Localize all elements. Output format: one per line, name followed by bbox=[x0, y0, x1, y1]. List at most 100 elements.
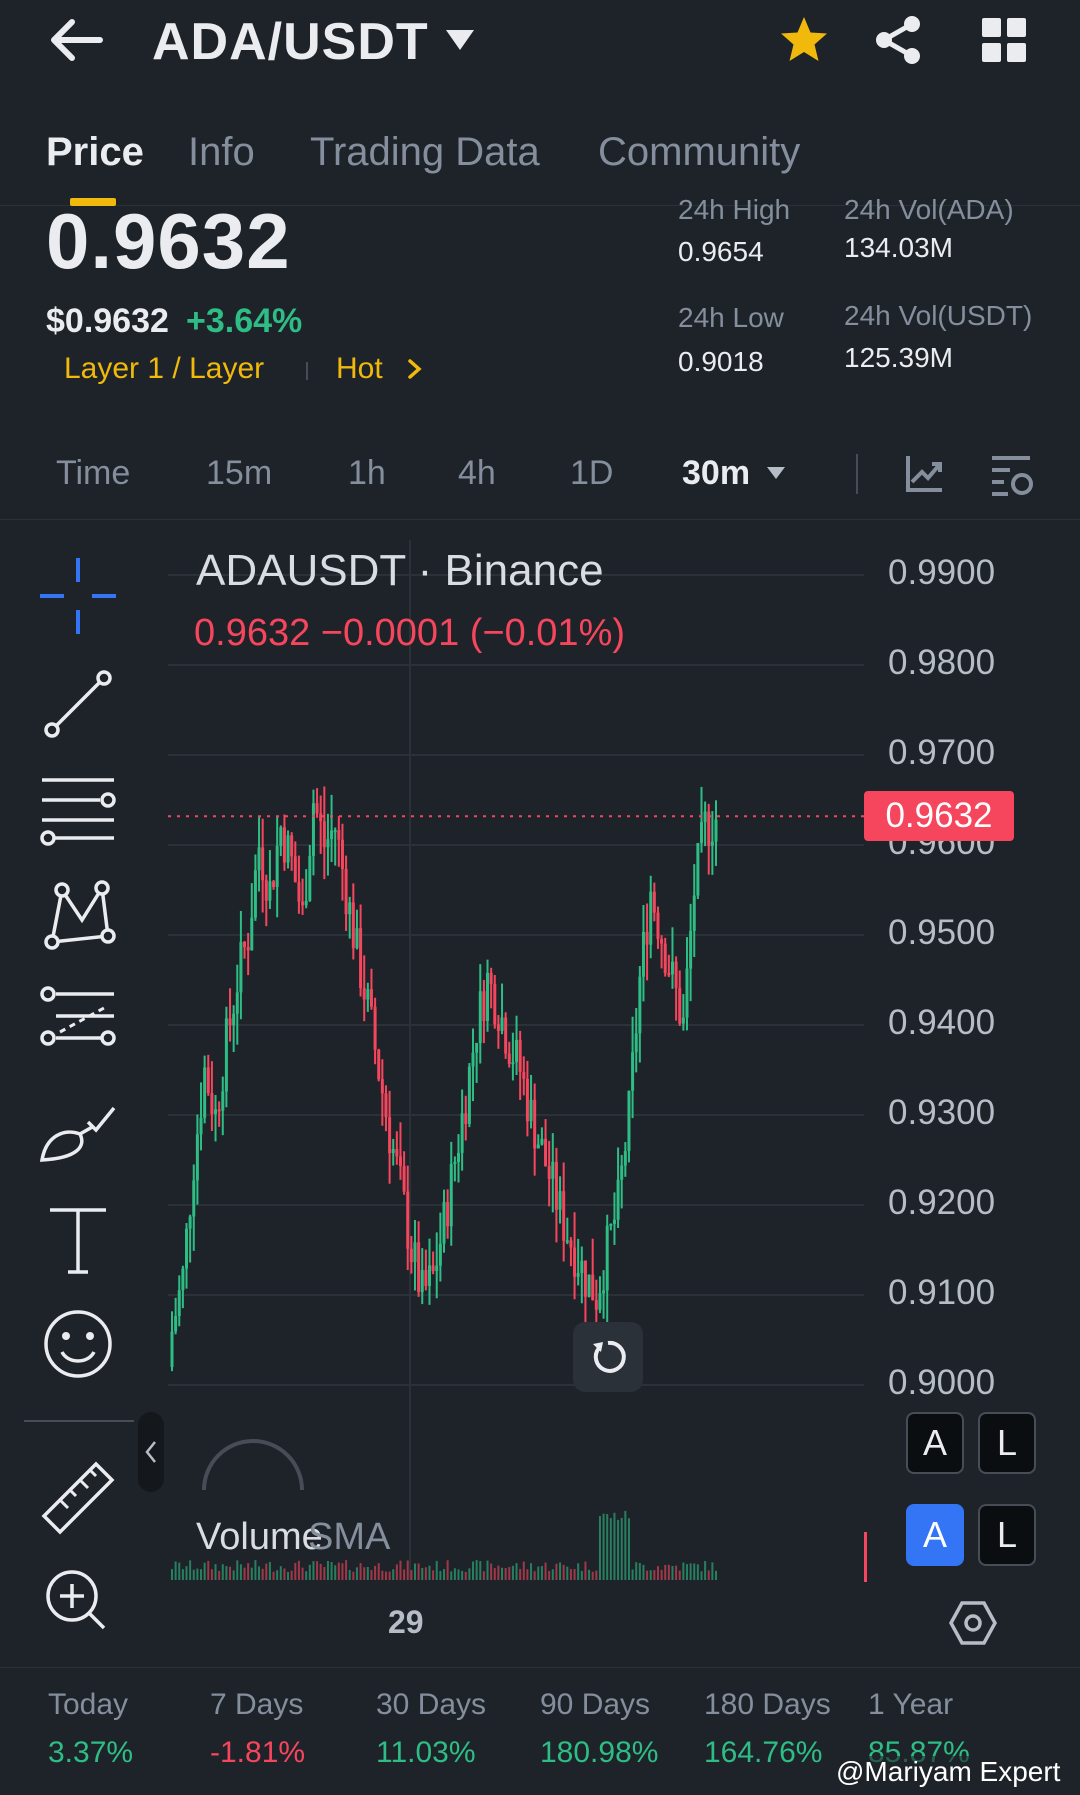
volume-bar bbox=[377, 1563, 380, 1580]
volume-bar bbox=[656, 1566, 659, 1580]
volume-bar bbox=[678, 1570, 681, 1580]
chart-reset-button[interactable] bbox=[573, 1322, 643, 1392]
emoji-icon[interactable] bbox=[38, 1304, 118, 1384]
volume-bar bbox=[200, 1569, 203, 1580]
volume-bar bbox=[653, 1570, 656, 1580]
perf-180-days[interactable]: 180 Days 164.76% bbox=[704, 1688, 864, 1770]
candle bbox=[562, 1191, 566, 1241]
timeframe-time[interactable]: Time bbox=[56, 454, 131, 492]
volume-bar bbox=[667, 1564, 670, 1580]
candle bbox=[692, 895, 696, 931]
candle bbox=[493, 983, 497, 1025]
volume-bar bbox=[700, 1571, 703, 1580]
indicator-icon[interactable] bbox=[904, 454, 944, 494]
tab-price[interactable]: Price bbox=[46, 130, 144, 174]
candle bbox=[685, 968, 689, 1018]
perf-today[interactable]: Today 3.37% bbox=[48, 1688, 208, 1770]
volume-bar bbox=[326, 1561, 329, 1580]
tag-divider bbox=[306, 362, 308, 380]
volume-bar bbox=[225, 1566, 228, 1580]
tag-layer[interactable]: Layer 1 / Layer bbox=[64, 352, 265, 385]
timeframe-15m[interactable]: 15m bbox=[206, 454, 273, 492]
log-scale-button[interactable]: L bbox=[978, 1412, 1036, 1474]
timeframe-4h[interactable]: 4h bbox=[458, 454, 496, 492]
trend-line-icon[interactable] bbox=[38, 664, 118, 744]
crosshair-icon[interactable] bbox=[38, 556, 118, 636]
ruler-icon[interactable] bbox=[38, 1458, 118, 1538]
timeframe-1d[interactable]: 1D bbox=[570, 454, 614, 492]
stat-24h-high-value: 0.9654 bbox=[678, 236, 764, 267]
horizontal-lines-icon[interactable] bbox=[38, 766, 118, 846]
volume-bar bbox=[363, 1567, 366, 1580]
volume-bar bbox=[406, 1560, 409, 1580]
volume-bar bbox=[254, 1560, 257, 1580]
stat-24h-vol-ada-label: 24h Vol(ADA) bbox=[844, 194, 1014, 225]
chevron-down-icon[interactable] bbox=[766, 466, 786, 480]
volume-bar bbox=[352, 1571, 355, 1580]
candle bbox=[631, 1052, 635, 1091]
perf-90-days[interactable]: 90 Days 180.98% bbox=[540, 1688, 700, 1770]
candle bbox=[573, 1247, 577, 1277]
timeframe-1h[interactable]: 1h bbox=[348, 454, 386, 492]
fib-channel-icon[interactable] bbox=[38, 980, 118, 1060]
volume-log-scale-button[interactable]: L bbox=[978, 1504, 1036, 1566]
star-icon[interactable] bbox=[778, 14, 830, 66]
candle bbox=[623, 1151, 627, 1166]
volume-bar bbox=[446, 1560, 449, 1580]
timeframe-selected[interactable]: 30m bbox=[682, 454, 751, 492]
back-arrow-icon[interactable] bbox=[46, 14, 106, 66]
volume-bar bbox=[493, 1568, 496, 1580]
brush-icon[interactable] bbox=[38, 1090, 118, 1170]
volume-bar bbox=[388, 1571, 391, 1580]
candle bbox=[290, 835, 294, 857]
volume-bar bbox=[374, 1565, 377, 1580]
pattern-icon[interactable] bbox=[38, 874, 118, 954]
volume-bar bbox=[207, 1560, 210, 1580]
perf-label: 7 Days bbox=[210, 1688, 304, 1721]
candle bbox=[656, 912, 660, 939]
toolbar-collapse-handle[interactable] bbox=[138, 1412, 164, 1492]
candle bbox=[710, 841, 714, 846]
volume-bar bbox=[432, 1570, 435, 1580]
zoom-in-icon[interactable] bbox=[38, 1562, 118, 1642]
candle bbox=[282, 827, 286, 863]
tab-community[interactable]: Community bbox=[598, 130, 801, 174]
perf-value: 3.37% bbox=[48, 1736, 134, 1769]
candle bbox=[373, 1006, 377, 1050]
candle bbox=[206, 1067, 210, 1094]
volume-bar bbox=[559, 1562, 562, 1580]
grid-icon[interactable] bbox=[980, 16, 1028, 64]
candle bbox=[649, 891, 653, 945]
candle bbox=[355, 928, 359, 949]
chevron-right-icon[interactable] bbox=[406, 358, 424, 380]
chart-settings-icon[interactable] bbox=[948, 1598, 998, 1648]
candle bbox=[489, 972, 493, 984]
drawing-toolbar bbox=[0, 540, 156, 1665]
chevron-down-icon[interactable] bbox=[444, 28, 476, 52]
candle bbox=[457, 1152, 461, 1163]
volume-bar bbox=[239, 1564, 242, 1580]
tab-trading-data[interactable]: Trading Data bbox=[310, 130, 540, 174]
auto-scale-button[interactable]: A bbox=[906, 1412, 964, 1474]
perf-30-days[interactable]: 30 Days 11.03% bbox=[376, 1688, 536, 1770]
candle bbox=[609, 1223, 613, 1226]
volume-bar bbox=[181, 1569, 184, 1580]
volume-bar bbox=[370, 1570, 373, 1580]
volume-bar bbox=[229, 1566, 232, 1580]
chart-settings-icon[interactable] bbox=[990, 452, 1036, 498]
volume-auto-scale-button[interactable]: A bbox=[906, 1504, 964, 1566]
pair-title[interactable]: ADA/USDT bbox=[152, 13, 429, 71]
tab-info[interactable]: Info bbox=[188, 130, 255, 174]
volume-bar bbox=[707, 1570, 710, 1580]
text-tool-icon[interactable] bbox=[38, 1200, 118, 1280]
candle bbox=[504, 1017, 508, 1054]
tag-hot[interactable]: Hot bbox=[336, 352, 383, 385]
perf-7-days[interactable]: 7 Days -1.81% bbox=[210, 1688, 370, 1770]
volume-bar bbox=[537, 1566, 540, 1580]
volume-bar bbox=[530, 1563, 533, 1580]
chart-grid bbox=[168, 574, 864, 1386]
volume-bar bbox=[218, 1570, 221, 1580]
volume-bar bbox=[272, 1571, 275, 1580]
share-icon[interactable] bbox=[872, 14, 924, 66]
